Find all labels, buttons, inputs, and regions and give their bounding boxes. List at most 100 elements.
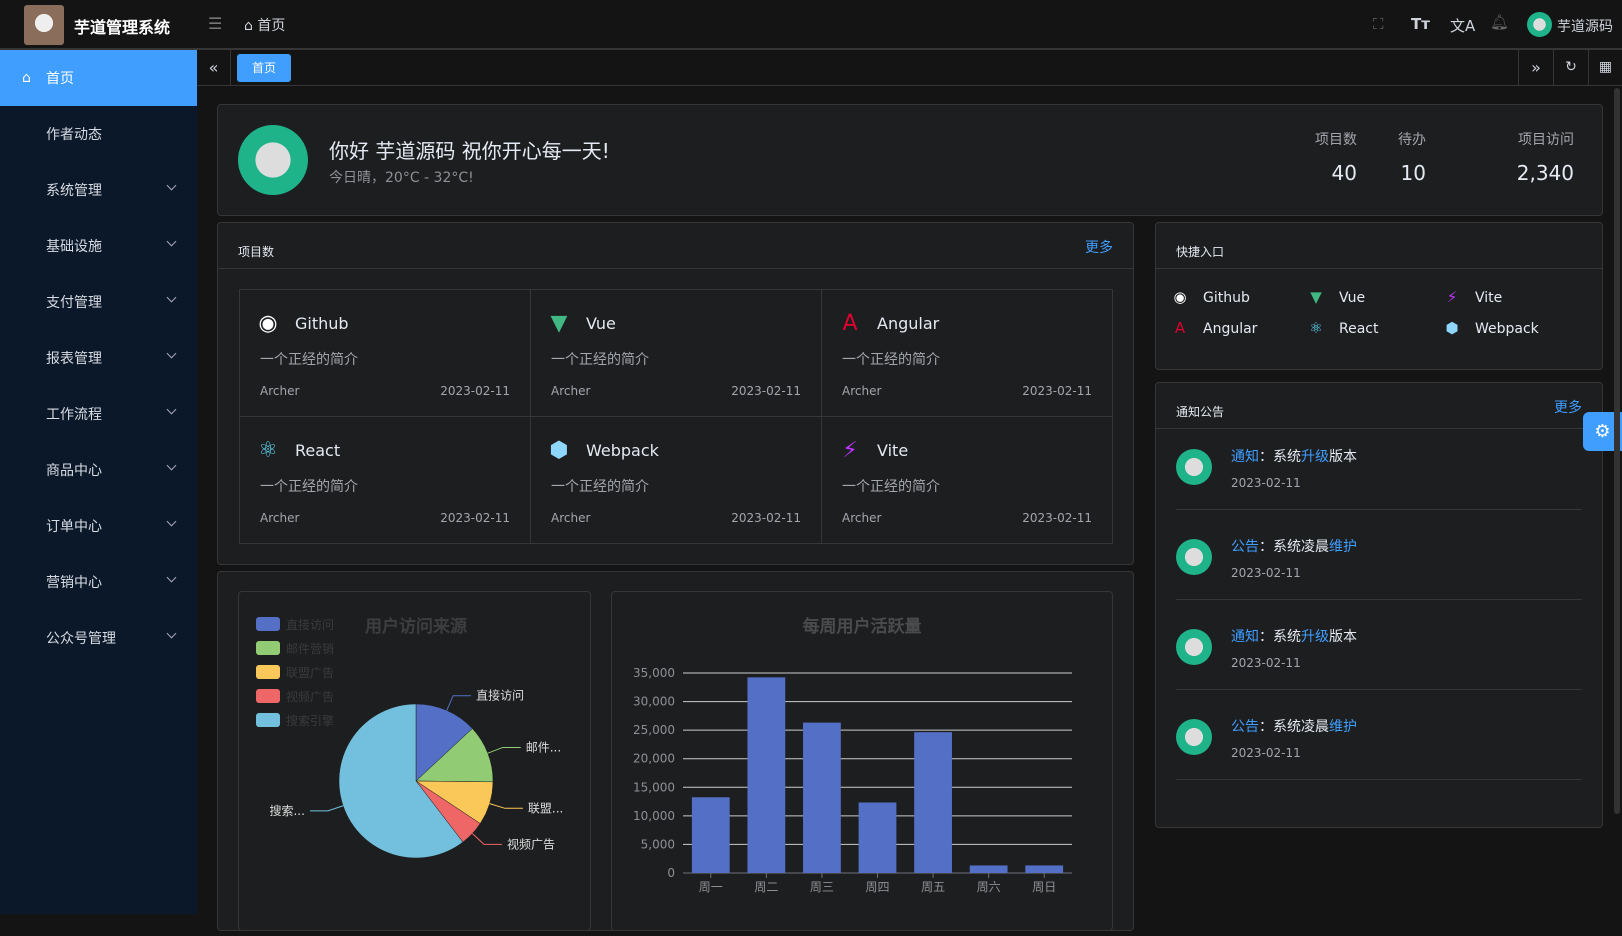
shortcut-item[interactable]: ⬢ Webpack	[1443, 319, 1538, 337]
scrollbar[interactable]	[1614, 88, 1620, 814]
pie-slice	[415, 703, 473, 782]
sidebar-item-3[interactable]: 基础设施	[0, 218, 197, 274]
breadcrumb[interactable]: ⌂ 首页	[244, 15, 285, 35]
notice-text: 版本	[1329, 449, 1357, 465]
weather: 今日晴，20°C - 32°C!	[329, 170, 474, 186]
project-date: 2023-02-11	[440, 384, 510, 398]
sidebar: ⌂ 首页 作者动态 系统管理 基础设施 支付管理 报表管理 工作流程 商品中心 订单中心 营销中心公…	[0, 50, 197, 914]
sidebar-item-0[interactable]: ⌂ 首页	[0, 50, 197, 106]
notice-title[interactable]: 公告：系统凌晨维护	[1231, 536, 1357, 556]
notice-highlight: 维护	[1329, 719, 1357, 735]
project-cell[interactable]: ⚡ Vite 一个正经的简介 Archer 2023-02-11	[821, 416, 1113, 544]
notice-text: ：系统	[1259, 629, 1301, 645]
sidebar-item-5[interactable]: 报表管理	[0, 330, 197, 386]
project-name: Github	[295, 314, 349, 333]
project-author: Archer	[551, 384, 591, 398]
fullscreen-icon[interactable]: ⛶	[1373, 15, 1384, 33]
project-author: Archer	[842, 511, 882, 525]
projects-more-link[interactable]: 更多	[1085, 240, 1113, 256]
shortcut-item[interactable]: A Angular	[1171, 319, 1258, 337]
label-line	[471, 833, 503, 845]
bar	[858, 802, 897, 873]
shortcuts-card: 快捷入口 ◉ Github ▼ Vue ⚡ Vite A Angular ⚛ React ⬢ Webp…	[1155, 222, 1603, 370]
project-cell[interactable]: A Angular 一个正经的简介 Archer 2023-02-11	[821, 289, 1113, 417]
project-cell[interactable]: ⬢ Webpack 一个正经的简介 Archer 2023-02-11	[530, 416, 822, 544]
pie-slice	[415, 728, 494, 783]
bar	[803, 722, 841, 873]
shortcut-item[interactable]: ⚡ Vite	[1443, 288, 1503, 306]
stat-label: 待办	[1398, 132, 1426, 148]
bar-chart: 每周用户活跃量 0 5,000 10,000 15,000 20,000 25,000 30,…	[633, 616, 1072, 894]
slice-label: 直接访问	[476, 688, 524, 703]
sidebar-item-7[interactable]: 商品中心	[0, 442, 197, 498]
project-desc: 一个正经的简介	[551, 479, 649, 495]
chevron-down-icon	[166, 460, 177, 471]
shortcut-label: Angular	[1203, 321, 1258, 337]
project-author: Archer	[260, 384, 300, 398]
shortcut-item[interactable]: ◉ Github	[1171, 288, 1249, 306]
react-icon: ⚛	[1309, 319, 1323, 337]
chevron-down-icon	[166, 628, 177, 639]
scroll-right-icon[interactable]: »	[1518, 50, 1553, 85]
sidebar-item-10[interactable]: 公众号管理	[0, 610, 197, 666]
divider	[1176, 509, 1582, 510]
menu-collapse-icon[interactable]: ☰	[208, 14, 223, 33]
x-tick-label: 周六	[977, 880, 1001, 894]
refresh-icon[interactable]: ↻	[1553, 50, 1588, 85]
notice-title[interactable]: 公告：系统凌晨维护	[1231, 716, 1357, 736]
webpack-icon: ⬢	[549, 438, 569, 463]
bell-icon[interactable]: 🔔︎	[1490, 13, 1510, 31]
sidebar-item-4[interactable]: 支付管理	[0, 274, 197, 330]
stat-value: 10	[1400, 161, 1426, 185]
project-desc: 一个正经的简介	[551, 352, 649, 368]
project-cell[interactable]: ◉ Github 一个正经的简介 Archer 2023-02-11	[239, 289, 531, 417]
chevron-down-icon	[166, 404, 177, 415]
project-name: React	[295, 441, 341, 460]
slice-label: 联盟...	[528, 801, 563, 815]
project-date: 2023-02-11	[1022, 511, 1092, 525]
angular-icon: A	[1174, 319, 1186, 337]
sidebar-item-9[interactable]: 营销中心	[0, 554, 197, 610]
bar	[1025, 865, 1064, 873]
project-cell[interactable]: ⚛ React 一个正经的简介 Archer 2023-02-11	[239, 416, 531, 544]
sidebar-item-1[interactable]: 作者动态	[0, 106, 197, 162]
legend-swatch	[256, 689, 280, 703]
projects-card: 项目数 更多 ◉ Github 一个正经的简介 Archer 2023-02-11 ▼ Vue…	[217, 222, 1134, 565]
sidebar-item-2[interactable]: 系统管理	[0, 162, 197, 218]
font-size-icon[interactable]: Tт	[1411, 15, 1430, 33]
label-line	[446, 695, 472, 711]
grid-menu-icon[interactable]: ▦	[1588, 50, 1622, 85]
chart-title: 用户访问来源	[365, 616, 467, 637]
shortcut-item[interactable]: ▼ Vue	[1307, 288, 1365, 306]
vite-icon: ⚡	[842, 438, 858, 463]
notice-date: 2023-02-11	[1231, 566, 1301, 580]
sidebar-item-8[interactable]: 订单中心	[0, 498, 197, 554]
notice-type: 公告	[1231, 539, 1259, 555]
scroll-left-icon[interactable]: «	[197, 50, 231, 85]
notices-more-link[interactable]: 更多	[1554, 400, 1582, 416]
tab-home[interactable]: 首页	[237, 54, 292, 82]
project-cell[interactable]: ▼ Vue 一个正经的简介 Archer 2023-02-11	[530, 289, 822, 417]
divider	[1176, 779, 1582, 780]
user-avatar[interactable]	[1527, 12, 1552, 37]
label-line	[489, 803, 523, 809]
pie-chart-box: 用户访问来源 直接访问 邮件营销 联盟广告 视频广告 搜索引擎 直接访问 邮件... 联盟...…	[238, 591, 591, 931]
translate-icon[interactable]: 文A	[1450, 17, 1476, 35]
chevron-down-icon	[166, 348, 177, 359]
sidebar-item-6[interactable]: 工作流程	[0, 386, 197, 442]
notice-text: ：系统凌晨	[1259, 719, 1329, 735]
notice-type: 公告	[1231, 719, 1259, 735]
shortcut-item[interactable]: ⚛ React	[1307, 319, 1378, 337]
x-tick-label: 周五	[921, 880, 945, 894]
notice-date: 2023-02-11	[1231, 746, 1301, 760]
project-author: Archer	[260, 511, 300, 525]
notice-title[interactable]: 通知：系统升级版本	[1231, 446, 1357, 466]
notice-highlight: 维护	[1329, 539, 1357, 555]
projects-title: 项目数	[238, 245, 275, 259]
notice-avatar	[1176, 629, 1212, 665]
user-name[interactable]: 芋道源码	[1557, 19, 1613, 35]
notice-title[interactable]: 通知：系统升级版本	[1231, 626, 1357, 646]
chevron-down-icon	[166, 180, 177, 191]
pie-chart: 用户访问来源直接访问邮件营销联盟广告视频广告搜索引擎直接访问邮件...联盟...…	[256, 616, 563, 859]
welcome-card: 你好 芋道源码 祝你开心每一天! 今日晴，20°C - 32°C! 项目数 40 待…	[217, 104, 1603, 216]
